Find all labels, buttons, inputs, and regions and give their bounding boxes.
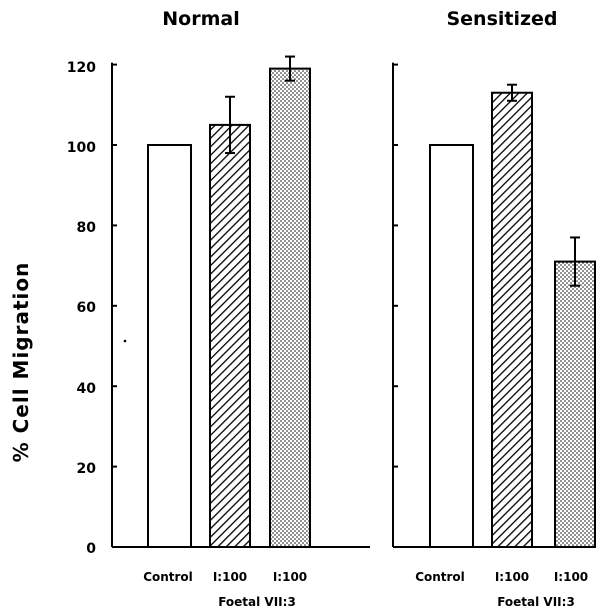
y-tick-labels: 0 20 40 60 80 100 120 bbox=[67, 60, 96, 557]
x-tick-label: Control bbox=[415, 570, 465, 584]
y-tick-label: 80 bbox=[77, 220, 97, 236]
y-axis-label: % Cell Migration bbox=[9, 262, 33, 463]
y-tick-label: 0 bbox=[86, 541, 96, 557]
x-tick-label: I:100 bbox=[273, 570, 307, 584]
y-tick-label: 60 bbox=[77, 300, 97, 316]
x-tick-label: I:100 bbox=[495, 570, 529, 584]
y-tick-label: 120 bbox=[67, 60, 96, 76]
bar-sensitized-2 bbox=[554, 260, 596, 548]
x-tick-label: I:100 bbox=[554, 570, 588, 584]
bar-sensitized-1 bbox=[491, 91, 533, 549]
x-group-label: Foetal VII:3 bbox=[497, 595, 575, 609]
panel-title-sensitized: Sensitized bbox=[446, 8, 557, 30]
y-tick-label: 20 bbox=[77, 461, 97, 477]
bar-normal-1 bbox=[209, 123, 251, 549]
scan-speck bbox=[123, 339, 127, 343]
x-tick-label: I:100 bbox=[213, 570, 247, 584]
bar-normal-0 bbox=[147, 144, 192, 548]
y-tick-label: 100 bbox=[67, 140, 96, 156]
panel-title-normal: Normal bbox=[162, 8, 239, 30]
x-group-label: Foetal VII:3 bbox=[218, 595, 296, 609]
y-tick-label: 40 bbox=[77, 381, 97, 397]
bar-sensitized-0 bbox=[429, 144, 474, 548]
bar-normal-2 bbox=[269, 67, 311, 549]
x-tick-label: Control bbox=[143, 570, 193, 584]
